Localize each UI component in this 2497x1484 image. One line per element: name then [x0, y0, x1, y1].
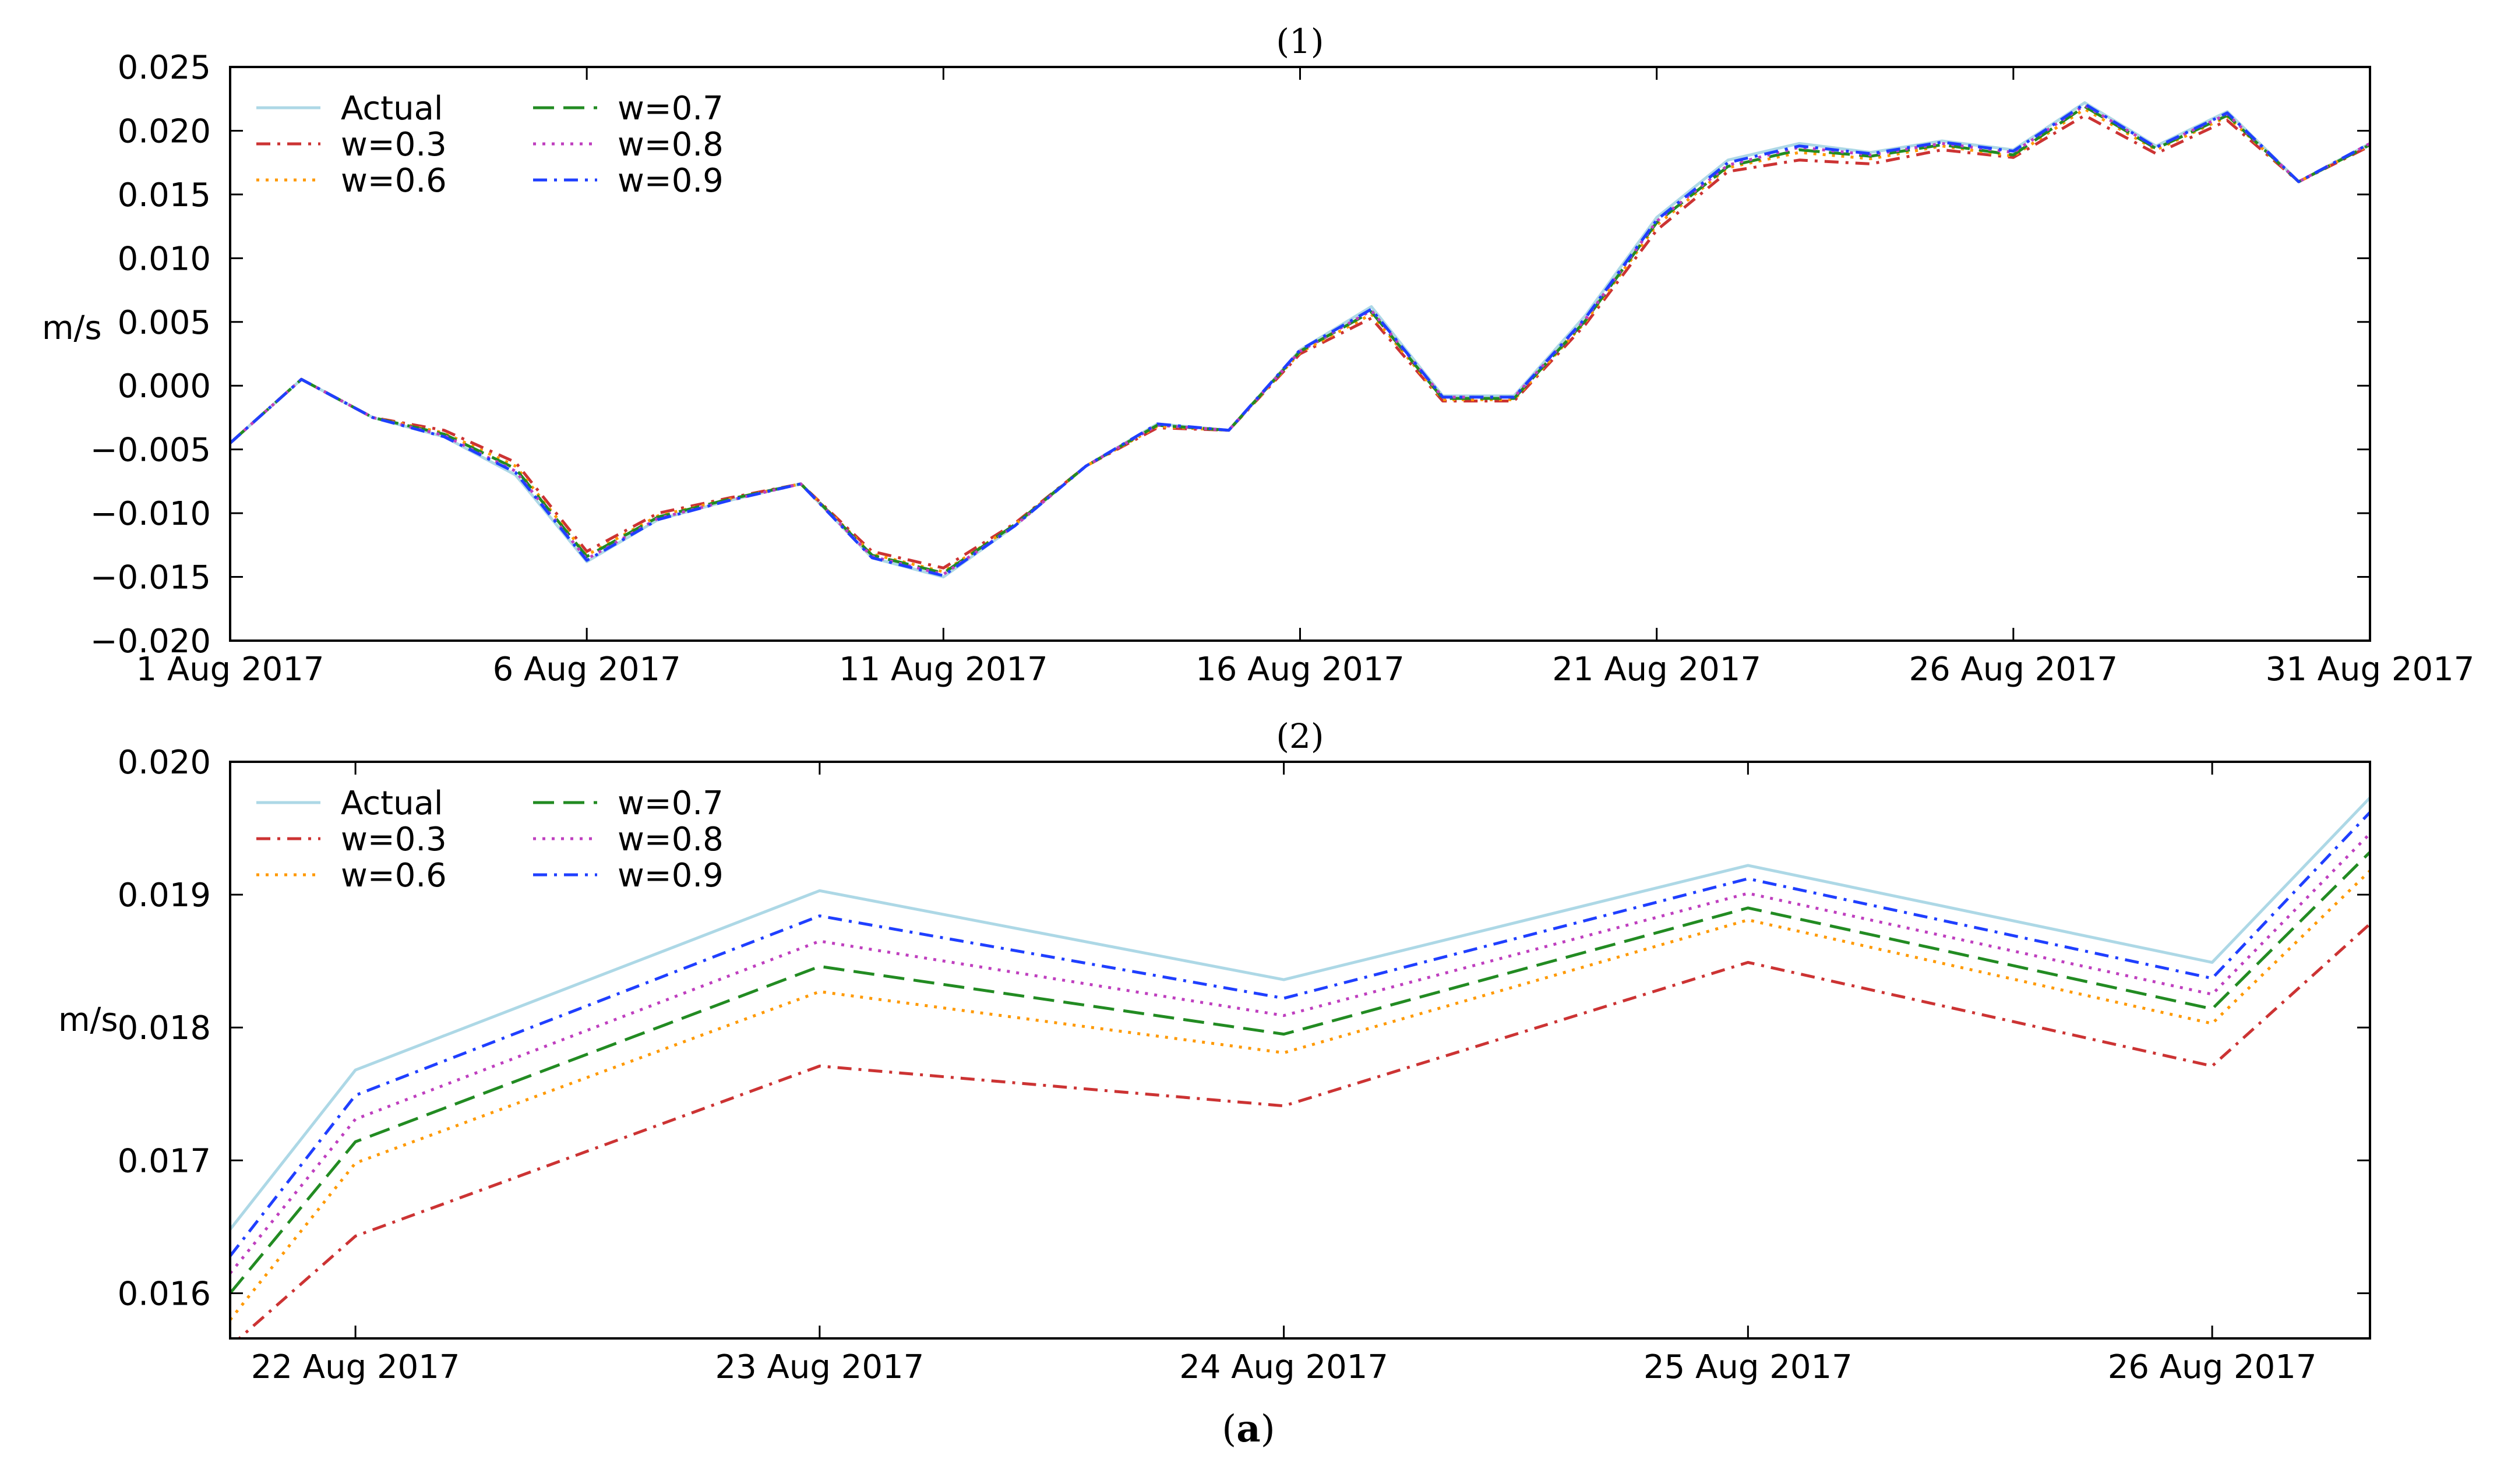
y-tick-label: 0.005	[118, 304, 211, 342]
x-tick-label: 23 Aug 2017	[715, 1348, 925, 1386]
x-tick-label: 11 Aug 2017	[839, 651, 1048, 688]
x-tick-label: 31 Aug 2017	[2266, 651, 2475, 688]
legend-label: w=0.7	[618, 785, 724, 822]
y-tick-label: −0.010	[90, 495, 211, 533]
series-line-w-0-8	[230, 104, 2370, 576]
legend-label: w=0.6	[341, 162, 447, 200]
series-line-w-0-3	[230, 114, 2370, 570]
series-line-actual	[230, 796, 2370, 1231]
series-line-w-0-7	[230, 105, 2370, 575]
panel-title: (2)	[1276, 716, 1324, 756]
legend-label: w=0.9	[618, 857, 724, 895]
legend-label: w=0.3	[341, 821, 447, 858]
y-axis-label: m/s	[58, 1001, 118, 1039]
x-tick-label: 25 Aug 2017	[1643, 1348, 1853, 1386]
legend-label: w=0.6	[341, 857, 447, 895]
legend-label: w=0.7	[618, 90, 724, 128]
x-tick-label: 1 Aug 2017	[136, 651, 324, 688]
y-axis-label: m/s	[42, 309, 102, 347]
x-tick-label: 21 Aug 2017	[1552, 651, 1761, 688]
figure-caption: (a)	[1222, 1407, 1275, 1451]
y-tick-label: −0.015	[90, 559, 211, 597]
panel-title: (1)	[1276, 22, 1324, 61]
y-tick-label: 0.017	[118, 1142, 211, 1180]
legend-label: w=0.8	[618, 126, 724, 164]
plot-frame	[229, 761, 2371, 1340]
series-line-w-0-6	[230, 107, 2370, 574]
x-tick-label: 26 Aug 2017	[2108, 1348, 2317, 1386]
series-line-w-0-9	[230, 103, 2370, 577]
series-line-w-0-9	[230, 811, 2370, 1257]
y-tick-label: 0.025	[118, 49, 211, 87]
legend-label: Actual	[341, 90, 443, 128]
x-tick-label: 26 Aug 2017	[1909, 651, 2118, 688]
y-tick-label: 0.000	[118, 368, 211, 405]
y-tick-label: 0.020	[118, 112, 211, 150]
y-tick-label: 0.010	[118, 240, 211, 278]
x-tick-label: 22 Aug 2017	[251, 1348, 460, 1386]
y-tick-label: 0.016	[118, 1275, 211, 1313]
x-tick-label: 16 Aug 2017	[1195, 651, 1405, 688]
x-tick-label: 6 Aug 2017	[493, 651, 681, 688]
legend-label: w=0.3	[341, 126, 447, 164]
y-tick-label: −0.005	[90, 432, 211, 469]
y-tick-label: −0.020	[90, 623, 211, 660]
y-tick-label: 0.019	[118, 877, 211, 914]
series-line-w-0-3	[237, 923, 2370, 1338]
legend-label: w=0.8	[618, 821, 724, 858]
y-tick-label: 0.018	[118, 1009, 211, 1047]
y-tick-label: 0.020	[118, 744, 211, 782]
panel-1: 0.025 0.020 0.015 0.010 0.005 0.000 −0.005 −0.0…	[42, 22, 2474, 688]
y-tick-label: 0.015	[118, 176, 211, 214]
series-line-w-0-8	[230, 832, 2370, 1274]
series-line-w-0-6	[230, 870, 2370, 1321]
legend-label: w=0.9	[618, 162, 724, 200]
x-tick-label: 24 Aug 2017	[1179, 1348, 1388, 1386]
series-line-w-0-7	[230, 851, 2370, 1294]
panel-2: 0.020 0.019 0.018 0.017 0.016 22 Aug 2017 23 A…	[58, 716, 2371, 1386]
legend-label: Actual	[341, 785, 443, 822]
